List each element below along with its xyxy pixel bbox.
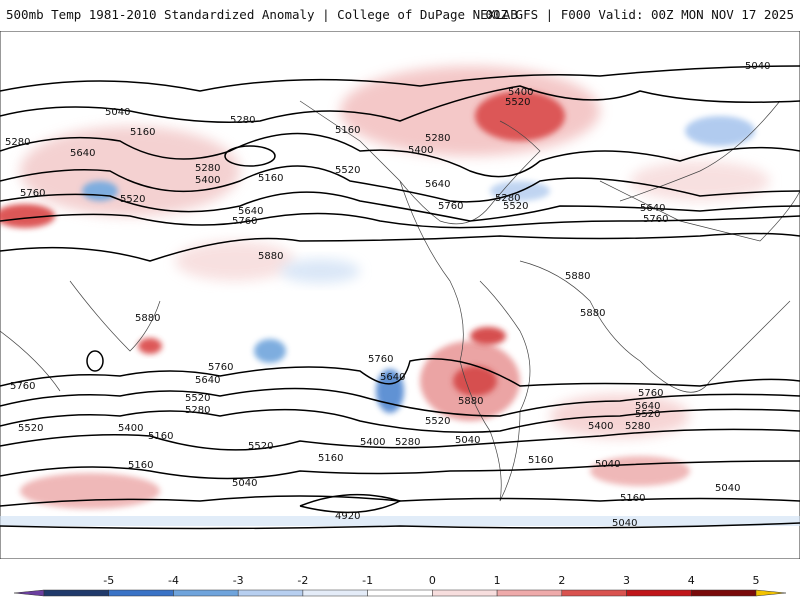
height-contours xyxy=(0,65,800,530)
contour-label: 5520 xyxy=(335,165,360,176)
contour-label: 5520 xyxy=(425,416,450,427)
contour-label: 5640 xyxy=(238,206,263,217)
contour-label: 5640 xyxy=(425,179,450,190)
colorbar-tick-label: 0 xyxy=(429,574,436,587)
contour-label: 5520 xyxy=(185,393,210,404)
header: 500mb Temp 1981-2010 Standardized Anomal… xyxy=(0,0,800,30)
contour-label: 5160 xyxy=(335,125,360,136)
colorbar-segment xyxy=(626,589,692,597)
contour-label: 5040 xyxy=(595,459,620,470)
contour-label: 5520 xyxy=(120,194,145,205)
colorbar-tick-label: -4 xyxy=(168,574,179,587)
contour-label: 5520 xyxy=(635,409,660,420)
contour-label: 5280 xyxy=(185,405,210,416)
colorbar-tick-label: 2 xyxy=(558,574,565,587)
colorbar-tick-label: 1 xyxy=(494,574,501,587)
contour-label: 5400 xyxy=(588,421,613,432)
contour-label: 5160 xyxy=(528,455,553,466)
colorbar-segment xyxy=(43,589,109,597)
colorbar-tick-label: -5 xyxy=(103,574,114,587)
contour-label: 5400 xyxy=(360,437,385,448)
contour-label: 5280 xyxy=(395,437,420,448)
colorbar-segment xyxy=(108,589,174,597)
contour-label: 5760 xyxy=(10,381,35,392)
colorbar-tick-label: 3 xyxy=(623,574,630,587)
colorbar-under-triangle xyxy=(13,589,45,597)
contour-label: 5640 xyxy=(70,148,95,159)
contour-label: 5520 xyxy=(18,423,43,434)
colorbar-tick-label: 5 xyxy=(753,574,760,587)
contour-label: 5760 xyxy=(368,354,393,365)
contour-label: 5160 xyxy=(130,127,155,138)
contour-label: 5880 xyxy=(565,271,590,282)
contour-label: 5280 xyxy=(5,137,30,148)
colorbar-tick-label: -1 xyxy=(362,574,373,587)
colorbar-segment xyxy=(561,589,627,597)
contour-label: 5280 xyxy=(195,163,220,174)
map-title: 500mb Temp 1981-2010 Standardized Anomal… xyxy=(6,7,518,22)
contour-label: 5640 xyxy=(640,203,665,214)
contour-label: 5520 xyxy=(503,201,528,212)
contour-label: 5880 xyxy=(580,308,605,319)
contour-label: 5400 xyxy=(508,87,533,98)
colorbar-segment xyxy=(691,589,757,597)
contour-label: 5040 xyxy=(745,61,770,72)
contour-label: 5040 xyxy=(715,483,740,494)
colorbar-segment xyxy=(173,589,239,597)
colorbar: -5 -4 -3 -2 -1 0 1 2 3 4 5 xyxy=(13,574,787,597)
colorbar-ticks: -5 -4 -3 -2 -1 0 1 2 3 4 5 xyxy=(103,574,759,587)
colorbar-segment xyxy=(432,589,498,597)
contour-label: 5160 xyxy=(128,460,153,471)
colorbar-segment xyxy=(237,589,304,597)
contour-label: 5640 xyxy=(635,401,660,412)
contour-label: 5760 xyxy=(638,388,663,399)
colorbar-tick-label: 4 xyxy=(688,574,695,587)
contour-label: 5280 xyxy=(495,193,520,204)
contour-label: 5760 xyxy=(438,201,463,212)
contour-label: 5400 xyxy=(408,145,433,156)
contour-label: 5880 xyxy=(258,251,283,262)
colorbar-tick-label: -2 xyxy=(297,574,308,587)
contour-label: 5760 xyxy=(208,362,233,373)
contour-label: 5640 xyxy=(195,375,220,386)
contour-label: 5760 xyxy=(643,214,668,225)
colorbar-segment xyxy=(302,589,368,597)
contour-label: 5160 xyxy=(258,173,283,184)
contour-label: 5400 xyxy=(195,175,220,186)
colorbar-segment xyxy=(367,589,433,597)
contour-label: 5280 xyxy=(425,133,450,144)
colorbar-segments xyxy=(13,589,787,597)
contour-label: 5760 xyxy=(20,188,45,199)
contour-label: 5880 xyxy=(135,313,160,324)
contour-label: 5160 xyxy=(318,453,343,464)
contour-label: 5760 xyxy=(232,216,257,227)
contour-label: 5040 xyxy=(455,435,480,446)
contour-label: 5040 xyxy=(232,478,257,489)
colorbar-segment xyxy=(496,589,563,597)
contour-label: 5280 xyxy=(625,421,650,432)
contour-label: 5040 xyxy=(612,518,637,529)
contour-label: 5520 xyxy=(505,97,530,108)
contour-label: 5640 xyxy=(380,372,405,383)
run-info: 00Z GFS | F000 Valid: 00Z MON NOV 17 202… xyxy=(485,7,794,22)
contour-label: 5880 xyxy=(458,396,483,407)
contour-label: 5400 xyxy=(118,423,143,434)
anomaly-map: 5040 5160 5280 5040 5280 5640 5760 5520 … xyxy=(0,31,800,559)
coastlines xyxy=(0,100,800,502)
contour-label: 4920 xyxy=(335,511,360,522)
contour-label: 5160 xyxy=(620,493,645,504)
contour-label: 5520 xyxy=(248,441,273,452)
colorbar-over-triangle xyxy=(755,589,787,597)
anomaly-shading xyxy=(0,66,800,526)
contour-label: 5280 xyxy=(230,115,255,126)
colorbar-tick-label: -3 xyxy=(233,574,244,587)
contour-label: 5040 xyxy=(105,107,130,118)
contour-label-group: 5040 5160 5280 5040 5280 5640 5760 5520 … xyxy=(5,61,770,529)
contour-label: 5160 xyxy=(148,431,173,442)
